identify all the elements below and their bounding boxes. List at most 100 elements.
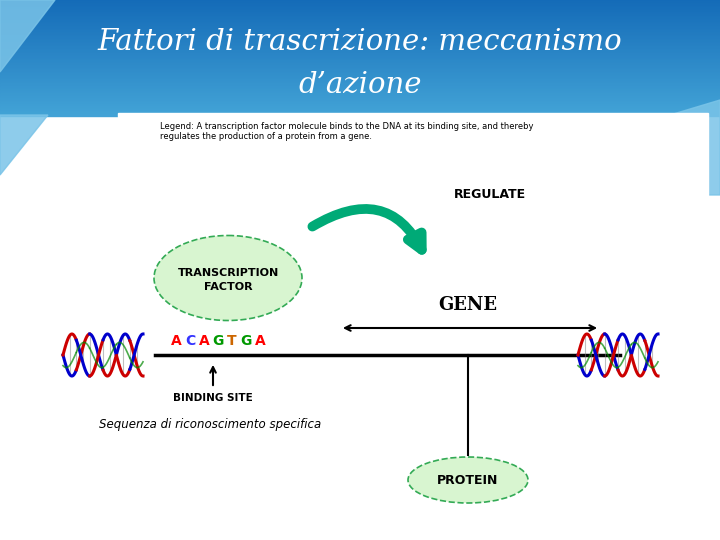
Text: A: A [255, 334, 266, 348]
Bar [0, 102, 720, 104]
Bar [0, 48, 720, 49]
Text: REGULATE: REGULATE [454, 188, 526, 201]
Text: PROTEIN: PROTEIN [437, 474, 499, 487]
Bar [0, 17, 720, 19]
Bar [0, 15, 720, 16]
Bar [0, 108, 720, 110]
Bar [118, 113, 708, 540]
Bar [0, 69, 720, 71]
Bar [0, 106, 720, 109]
Bar [0, 36, 720, 38]
Bar [0, 53, 720, 55]
Bar [0, 39, 720, 40]
Polygon shape [0, 115, 48, 175]
Bar [0, 55, 720, 57]
Bar [0, 60, 720, 62]
Bar [0, 9, 720, 11]
Bar [0, 100, 720, 103]
Bar [0, 32, 720, 33]
Bar [0, 65, 720, 66]
Text: d’azione: d’azione [298, 71, 422, 99]
Bar [0, 104, 720, 105]
Text: C: C [185, 334, 195, 348]
Bar [0, 10, 720, 12]
Text: TRANSCRIPTION
FACTOR: TRANSCRIPTION FACTOR [177, 268, 279, 292]
Bar [0, 68, 720, 70]
Bar [0, 109, 720, 111]
Bar [0, 73, 720, 75]
Bar [0, 43, 720, 45]
Text: G: G [212, 334, 224, 348]
Bar [0, 99, 720, 101]
Bar [0, 82, 720, 84]
Bar [0, 78, 720, 79]
Bar [0, 96, 720, 98]
Bar [0, 37, 720, 39]
Bar [0, 98, 720, 100]
Bar [0, 70, 720, 72]
Bar [0, 0, 720, 2]
Text: A: A [199, 334, 210, 348]
Bar [0, 13, 720, 15]
Bar [0, 24, 720, 26]
Text: GENE: GENE [438, 296, 498, 314]
Bar [0, 89, 720, 91]
Bar [0, 4, 720, 6]
Bar [0, 57, 720, 59]
Bar [0, 11, 720, 14]
Bar [0, 66, 720, 68]
Bar [0, 23, 720, 25]
Bar [0, 93, 720, 96]
Bar [0, 52, 720, 53]
Bar [0, 63, 720, 65]
Text: Fattori di trascrizione: meccanismo: Fattori di trascrizione: meccanismo [98, 28, 622, 56]
Bar [0, 62, 720, 64]
Bar [0, 28, 720, 29]
Bar [0, 19, 720, 21]
Text: Sequenza di riconoscimento specifica: Sequenza di riconoscimento specifica [99, 418, 321, 431]
Bar [0, 91, 720, 92]
Bar [0, 80, 720, 83]
Bar [0, 2, 720, 3]
Bar [0, 87, 720, 90]
Bar [0, 29, 720, 31]
Text: BINDING SITE: BINDING SITE [173, 393, 253, 403]
Bar [0, 59, 720, 61]
Bar [0, 79, 720, 81]
Bar [0, 3, 720, 5]
Bar [0, 49, 720, 51]
Bar [0, 26, 720, 28]
Bar [0, 46, 720, 48]
Bar [0, 56, 720, 58]
Bar [0, 86, 720, 88]
Bar [0, 7, 720, 9]
Bar [0, 40, 720, 42]
Bar [0, 16, 720, 18]
Bar [0, 112, 720, 114]
Bar [0, 72, 720, 74]
Bar [0, 6, 720, 8]
Text: G: G [240, 334, 252, 348]
Bar [0, 76, 720, 78]
Bar [0, 30, 720, 32]
Bar [0, 45, 720, 46]
Bar [0, 111, 720, 113]
Bar [0, 95, 720, 97]
FancyArrowPatch shape [312, 209, 422, 250]
Bar [0, 20, 720, 22]
Ellipse shape [408, 457, 528, 503]
Bar [0, 35, 720, 36]
Text: T: T [228, 334, 237, 348]
Polygon shape [670, 100, 720, 195]
Bar [0, 85, 720, 87]
Text: A: A [171, 334, 181, 348]
Bar [0, 33, 720, 35]
Bar [0, 115, 720, 540]
Bar [0, 42, 720, 44]
Bar [0, 22, 720, 24]
Bar [0, 83, 720, 85]
Bar [0, 105, 720, 107]
Bar [0, 75, 720, 77]
Bar [0, 113, 720, 116]
Bar [0, 92, 720, 94]
